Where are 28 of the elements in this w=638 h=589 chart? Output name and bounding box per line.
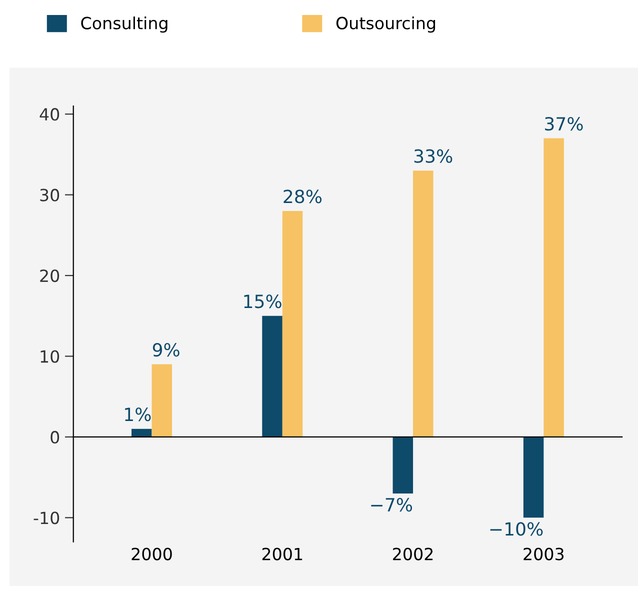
bar (262, 316, 282, 437)
data-label: 37% (545, 116, 583, 131)
bar (152, 364, 172, 437)
bar (413, 170, 434, 437)
x-tick-label: 2001 (262, 548, 302, 560)
y-tick-label: 30 (40, 188, 60, 202)
x-tick-label: 2003 (524, 548, 564, 560)
x-tick-label: 2002 (393, 548, 433, 560)
x-tick-label: 2000 (132, 548, 172, 560)
data-label: 15% (244, 294, 282, 308)
bar (132, 428, 152, 437)
data-label: 28% (284, 190, 322, 204)
y-tick-label: 0 (50, 430, 60, 444)
y-tick-label: 20 (40, 269, 60, 282)
legend-label: Outsourcing (336, 16, 436, 33)
data-label: 1% (125, 408, 151, 422)
data-label: −10% (490, 522, 543, 536)
bar (544, 138, 564, 437)
bar (392, 436, 414, 494)
y-tick-label: -10 (34, 512, 60, 524)
y-tick-label: 40 (40, 108, 60, 121)
bar (282, 210, 303, 437)
bar (523, 436, 544, 518)
data-label: −7% (371, 498, 412, 512)
y-tick-label: 10 (40, 350, 60, 363)
data-label: 33% (414, 149, 452, 163)
data-label: 9% (152, 342, 180, 357)
legend-label: Consulting (81, 16, 168, 33)
